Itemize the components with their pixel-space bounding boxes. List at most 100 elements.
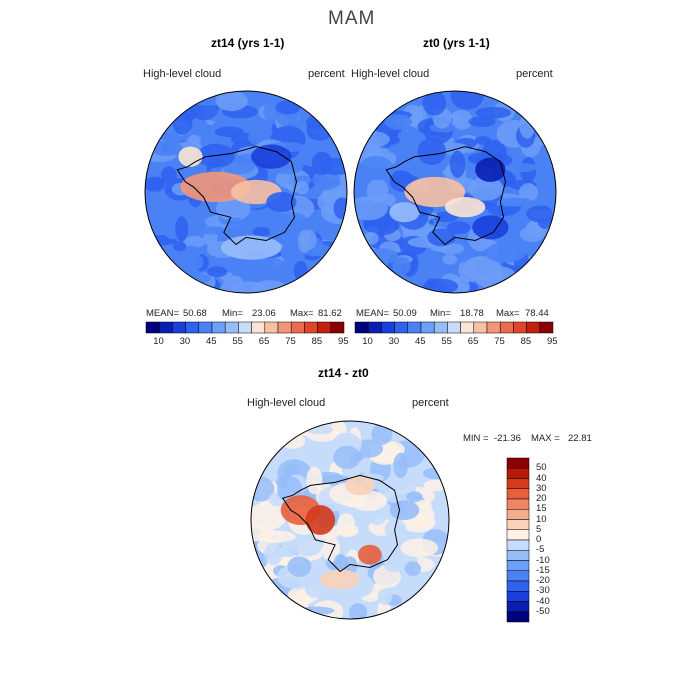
panel2-max-value: 78.44 xyxy=(525,308,549,319)
colorbar2-tick-label: 95 xyxy=(547,336,558,347)
field-cell xyxy=(252,226,271,237)
colorbar1-swatch xyxy=(145,321,160,334)
field-cell xyxy=(151,140,183,156)
field-cell xyxy=(406,491,423,503)
field-cell xyxy=(390,174,419,184)
colorbar2-swatch xyxy=(367,321,382,334)
colorbar3-swatch xyxy=(506,488,530,500)
field-cell xyxy=(349,603,368,619)
colorbar3-swatch xyxy=(506,560,530,571)
colorbar1-tick-label: 95 xyxy=(338,336,349,347)
field-cell xyxy=(264,542,283,566)
panel1-mean-value: 50.68 xyxy=(183,308,207,319)
panel3-min-value: -21.36 xyxy=(494,433,521,444)
field-cell xyxy=(251,502,287,531)
field-cell xyxy=(503,163,539,173)
colorbar2-swatch xyxy=(499,321,514,334)
colorbar2-tick-label: 30 xyxy=(388,336,400,347)
field-feature xyxy=(305,505,336,535)
field-cell xyxy=(145,205,164,231)
field-cell xyxy=(442,254,458,265)
field-cell xyxy=(329,438,363,448)
colorbar3-swatch xyxy=(506,468,530,479)
colorbar1-swatch xyxy=(185,321,200,334)
colorbar2-swatch xyxy=(473,321,488,334)
field-cell xyxy=(449,150,466,178)
antarctica-coastline xyxy=(176,146,298,246)
field-cell xyxy=(417,137,447,166)
panel3-variable-label: High-level cloud xyxy=(247,397,326,409)
colorbar2-swatch xyxy=(513,321,527,334)
colorbar2-swatch xyxy=(354,321,369,334)
colorbar1-tick-label: 45 xyxy=(206,336,217,347)
colorbar1-swatch xyxy=(211,321,226,334)
colorbar2-swatch xyxy=(526,321,541,334)
antarctica-coastline xyxy=(385,146,507,246)
field-cell xyxy=(468,116,496,128)
colorbar2-swatch xyxy=(447,321,461,334)
field-cell xyxy=(253,280,287,293)
map-border xyxy=(144,90,348,294)
field-cell xyxy=(333,445,361,470)
colorbar2-swatch xyxy=(460,321,475,334)
field-cell xyxy=(396,148,413,166)
field-cell xyxy=(287,556,312,577)
field-cell xyxy=(145,176,166,192)
panel2-units-label: percent xyxy=(516,68,553,80)
panel3-min-label: MIN = xyxy=(463,433,489,444)
panel1-min-value: 23.06 xyxy=(252,308,276,319)
field-cell xyxy=(214,126,244,138)
field-cell xyxy=(384,114,413,130)
field-feature xyxy=(475,157,506,182)
colorbar1-swatch xyxy=(198,321,213,334)
panel1-units-label: percent xyxy=(308,68,345,80)
field-feature xyxy=(444,197,486,218)
colorbar1-swatch xyxy=(264,321,279,334)
field-cell xyxy=(422,467,449,480)
panel1-max-label: Max= xyxy=(290,308,314,319)
field-cell xyxy=(312,170,341,190)
field-cell xyxy=(427,228,456,247)
colorbar3-tick-label: -30 xyxy=(536,585,550,597)
colorbar2-tick-label: 65 xyxy=(467,336,479,347)
map-border xyxy=(250,420,450,620)
colorbar2-tick-label: 45 xyxy=(415,336,426,347)
field-feature xyxy=(320,569,360,590)
field-cell xyxy=(275,100,301,115)
colorbar1-tick-label: 30 xyxy=(179,336,191,347)
field-cell xyxy=(171,199,192,224)
field-cell xyxy=(306,466,323,495)
panel3-title: zt14 - zt0 xyxy=(318,366,369,380)
map-panel-2 xyxy=(353,90,557,294)
field-cell xyxy=(404,561,422,576)
field-cell xyxy=(230,115,256,130)
colorbar2-swatch xyxy=(420,321,435,334)
panel2-min-value: 18.78 xyxy=(460,308,484,319)
colorbar2-tick-label: 10 xyxy=(362,336,373,347)
field-cell xyxy=(450,91,484,110)
field-cell xyxy=(358,156,394,181)
colorbar2-swatch xyxy=(433,321,448,334)
field-cell xyxy=(462,256,501,281)
field-cell xyxy=(182,236,206,248)
colorbar3-swatch xyxy=(506,550,530,561)
colorbar3-swatch xyxy=(506,519,530,530)
colorbar2-swatch xyxy=(539,321,554,334)
panel3-units-label: percent xyxy=(412,397,449,409)
field-cell xyxy=(206,266,228,278)
colorbar3-swatch xyxy=(506,478,530,489)
field-feature xyxy=(266,192,297,213)
colorbar3-tick-label: -20 xyxy=(536,575,550,586)
panel2-mean-value: 50.09 xyxy=(393,308,417,319)
field-cell xyxy=(259,257,285,276)
colorbar3-tick-label: -5 xyxy=(536,544,545,556)
panel1-title: zt14 (yrs 1-1) xyxy=(211,36,285,50)
colorbar3-tick-label: 20 xyxy=(536,493,547,504)
colorbar1-swatch xyxy=(290,321,305,334)
field-cell xyxy=(215,91,248,111)
colorbar1-swatch xyxy=(172,321,186,334)
colorbar3-swatch xyxy=(506,570,530,582)
colorbar2-tick-label: 55 xyxy=(441,336,452,347)
